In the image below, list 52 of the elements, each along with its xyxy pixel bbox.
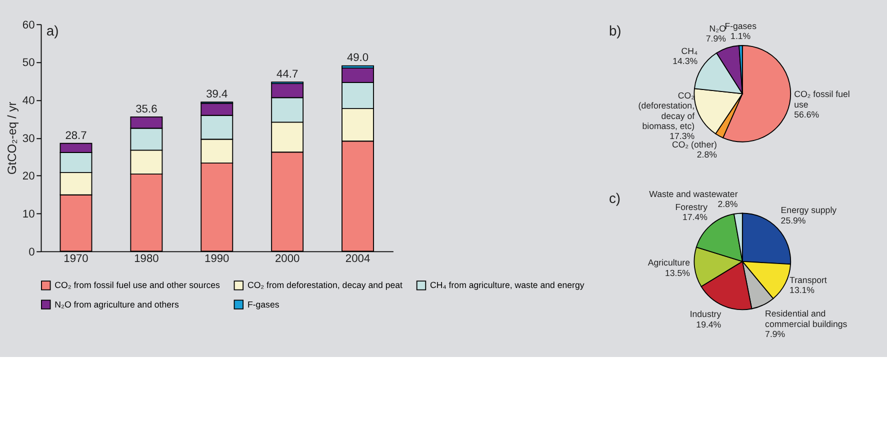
y-axis-title: GtCO₂-eq / yr xyxy=(4,102,19,175)
x-tick-label: 1990 xyxy=(204,252,230,265)
data-label: 7.9% xyxy=(706,34,726,44)
data-label: 7.9% xyxy=(765,328,786,339)
total-label: 44.7 xyxy=(276,68,298,80)
y-tick-label: 50 xyxy=(22,57,35,70)
slice-label: Residential and commercial buildings xyxy=(765,308,848,329)
legend-label: N₂O from agriculture and others xyxy=(54,299,180,310)
y-tick-label: 10 xyxy=(22,208,35,221)
slice-label: N₂O xyxy=(709,23,726,34)
slice-label: Energy supply xyxy=(780,205,838,216)
y-tick-label: 60 xyxy=(22,19,35,32)
annotation: a) xyxy=(46,22,59,38)
legend-label: CH₄ from agriculture, waste and energy xyxy=(430,280,585,290)
data-label: 13.1% xyxy=(790,285,815,296)
data-label: 56.6% xyxy=(794,110,820,120)
y-tick-label: 40 xyxy=(22,95,35,108)
data-label: 1.1% xyxy=(730,31,751,42)
data-label: 17.3% xyxy=(670,131,695,142)
text: c) xyxy=(608,190,621,206)
data-label: 25.9% xyxy=(780,215,806,226)
slice-label: CH₄ xyxy=(681,46,698,56)
total-label: 35.6 xyxy=(136,103,158,116)
slice-label: CO₂ (other) xyxy=(672,139,718,150)
data-label: 2.8% xyxy=(696,150,718,160)
total-label: 39.4 xyxy=(206,88,228,101)
legend-label: F-gases xyxy=(247,299,280,310)
slice-label: Transport xyxy=(790,274,828,285)
slice-label: Forestry xyxy=(675,202,708,212)
y-tick-label: 20 xyxy=(22,170,35,183)
slice-label: CO₂ fossil fuel use xyxy=(794,89,850,110)
legend-label: CO₂ from fossil fuel use and other sources xyxy=(54,280,221,290)
data-label: 13.5% xyxy=(665,268,690,278)
legend-label: CO₂ from deforestation, decay and peat xyxy=(247,280,404,290)
slice-label: Industry xyxy=(690,309,722,320)
x-tick-label: 1980 xyxy=(134,252,159,265)
data-label: 2.8% xyxy=(718,198,738,209)
x-tick-label: 2000 xyxy=(274,252,300,265)
x-tick-label: 1970 xyxy=(64,252,88,265)
data-label: 17.4% xyxy=(682,212,708,222)
data-label: 14.3% xyxy=(672,56,698,66)
slice-label: F-gases xyxy=(724,20,758,31)
y-tick-label: 30 xyxy=(22,132,35,145)
text: b) xyxy=(608,22,622,38)
y-tick-label: 0 xyxy=(28,246,35,258)
total-label: 28.7 xyxy=(65,130,87,142)
slice-label: CO₂ (deforestation, decay of biomass, etc) xyxy=(638,90,696,132)
slice-label: Waste and wastewater xyxy=(649,188,738,199)
total-label: 49.0 xyxy=(346,52,369,64)
slice-label: Agriculture xyxy=(648,258,690,268)
x-tick-label: 2004 xyxy=(345,252,370,265)
data-label: 19.4% xyxy=(696,319,722,330)
